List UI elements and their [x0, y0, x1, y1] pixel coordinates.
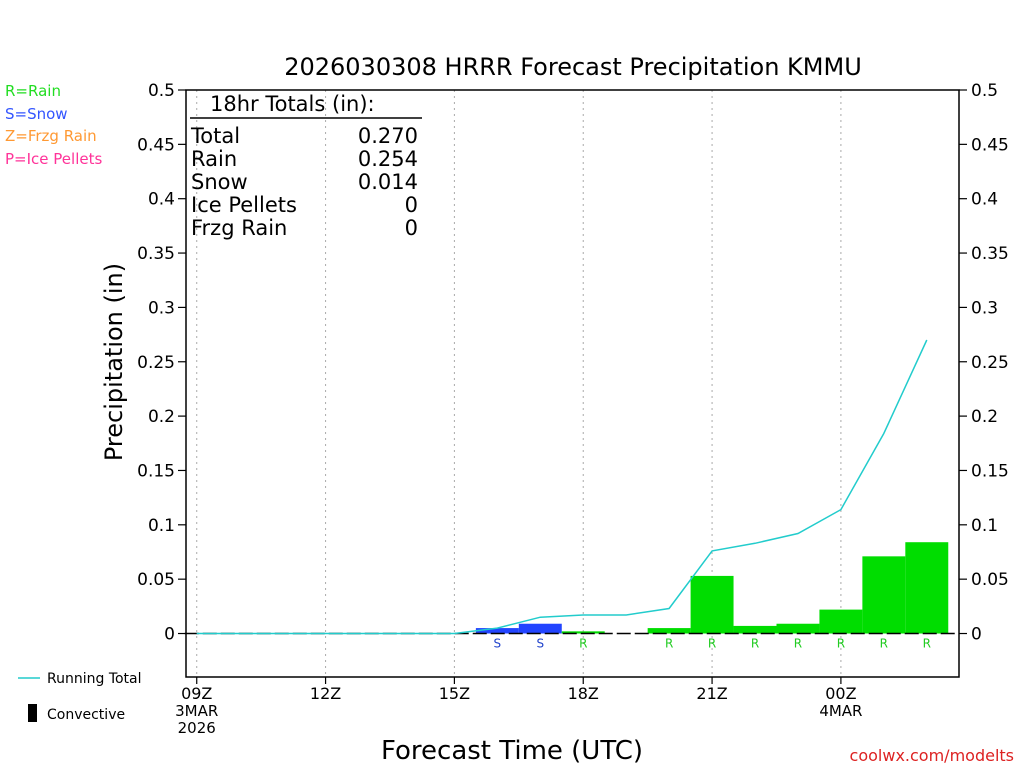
y-tick-label-left: 0.25 — [137, 353, 175, 373]
precip-type-label: S — [536, 637, 544, 651]
y-tick-label-right: 0.2 — [971, 407, 998, 427]
y-tick-label-right: 0.1 — [971, 516, 998, 536]
x-axis-label: Forecast Time (UTC) — [381, 736, 643, 766]
y-tick-label-right: 0.35 — [971, 244, 1009, 264]
precip-bar — [518, 623, 562, 634]
x-tick-label: 21Z — [696, 684, 727, 703]
y-tick-label-left: 0.05 — [137, 570, 175, 590]
legend-rain: R=Rain — [5, 82, 61, 100]
x-tick-label: 3MAR — [175, 702, 218, 720]
x-tick-label: 09Z — [181, 684, 212, 703]
precip-bar — [561, 631, 605, 634]
y-tick-label-left: 0.5 — [148, 81, 175, 101]
x-tick-label: 4MAR — [819, 702, 862, 720]
precip-type-label: R — [579, 637, 587, 651]
y-tick-label-left: 0.3 — [148, 298, 175, 318]
y-tick-label-left: 0.15 — [137, 461, 175, 481]
plot-frame — [185, 89, 960, 678]
y-tick-label-right: 0.5 — [971, 81, 998, 101]
totals-row-value: 0 — [405, 216, 418, 240]
precip-type-label: R — [923, 637, 931, 651]
precip-type-label: R — [708, 637, 716, 651]
totals-row-label: Ice Pellets — [191, 193, 297, 217]
y-tick-label-right: 0.45 — [971, 135, 1009, 155]
y-tick-label-left: 0.2 — [148, 407, 175, 427]
y-axis-label: Precipitation (in) — [100, 263, 128, 461]
precip-bar — [905, 542, 949, 634]
y-tick-label-right: 0.25 — [971, 353, 1009, 373]
x-tick-label: 12Z — [310, 684, 341, 703]
y-tick-label-left: 0 — [164, 625, 175, 645]
running-total-line — [196, 339, 928, 635]
chart-title: 2026030308 HRRR Forecast Precipitation K… — [284, 53, 862, 81]
x-tick-label: 15Z — [439, 684, 470, 703]
precip-bar — [819, 609, 863, 634]
y-tick-label-right: 0 — [971, 625, 982, 645]
precip-bar — [647, 628, 691, 634]
totals-row-label: Total — [190, 124, 240, 148]
bottom-legend: Running Total Convective — [18, 671, 142, 723]
precip-type-label: R — [794, 637, 802, 651]
precip-bar — [776, 623, 820, 634]
precip-type-label: R — [880, 637, 888, 651]
running-total-series — [196, 339, 928, 635]
totals-box: 18hr Totals (in): Total 0.270 Rain 0.254 Sno… — [190, 92, 422, 240]
y-tick-label-right: 0.4 — [971, 190, 998, 210]
credit-text: coolwx.com/modelts — [850, 746, 1014, 765]
precip-type-label: S — [494, 637, 502, 651]
totals-row-value: 0 — [405, 193, 418, 217]
totals-row-label: Rain — [191, 147, 237, 171]
precip-type-label: R — [665, 637, 673, 651]
y-tick-label-right: 0.05 — [971, 570, 1009, 590]
precip-type-label: R — [837, 637, 845, 651]
totals-heading: 18hr Totals (in): — [210, 92, 375, 116]
y-tick-label-left: 0.45 — [137, 135, 175, 155]
totals-row-value: 0.254 — [358, 147, 418, 171]
legend-snow: S=Snow — [5, 105, 68, 123]
y-tick-label-left: 0.35 — [137, 244, 175, 264]
totals-row-label: Snow — [191, 170, 248, 194]
y-axes: 0.5 0.5 0.45 0.45 0.4 0.4 0.35 0.35 0.3 0.3 0.25 0.… — [137, 81, 1009, 645]
totals-row-value: 0.014 — [358, 170, 418, 194]
totals-row-label: Frzg Rain — [191, 216, 287, 240]
x-tick-label: 18Z — [568, 684, 599, 703]
precip-bars — [475, 542, 949, 634]
precip-bar — [690, 575, 734, 634]
x-tick-label: 00Z — [825, 684, 856, 703]
gridlines — [196, 90, 842, 677]
precip-bar — [862, 556, 906, 634]
legend-frzg-rain: Z=Frzg Rain — [5, 127, 97, 145]
precip-bar — [733, 625, 777, 634]
running-total-legend-label: Running Total — [47, 671, 142, 687]
x-tick-label: 2026 — [178, 719, 216, 737]
y-tick-label-left: 0.4 — [148, 190, 175, 210]
y-tick-label-left: 0.1 — [148, 516, 175, 536]
legend-ice-pellets: P=Ice Pellets — [5, 150, 102, 168]
precip-type-legend: R=Rain S=Snow Z=Frzg Rain P=Ice Pellets — [5, 82, 102, 168]
convective-legend-swatch — [28, 704, 37, 722]
y-tick-label-right: 0.3 — [971, 298, 998, 318]
y-tick-label-right: 0.15 — [971, 461, 1009, 481]
precip-type-label: R — [751, 637, 759, 651]
totals-row-value: 0.270 — [358, 124, 418, 148]
convective-legend-label: Convective — [47, 707, 125, 723]
precip-bar — [475, 628, 519, 634]
